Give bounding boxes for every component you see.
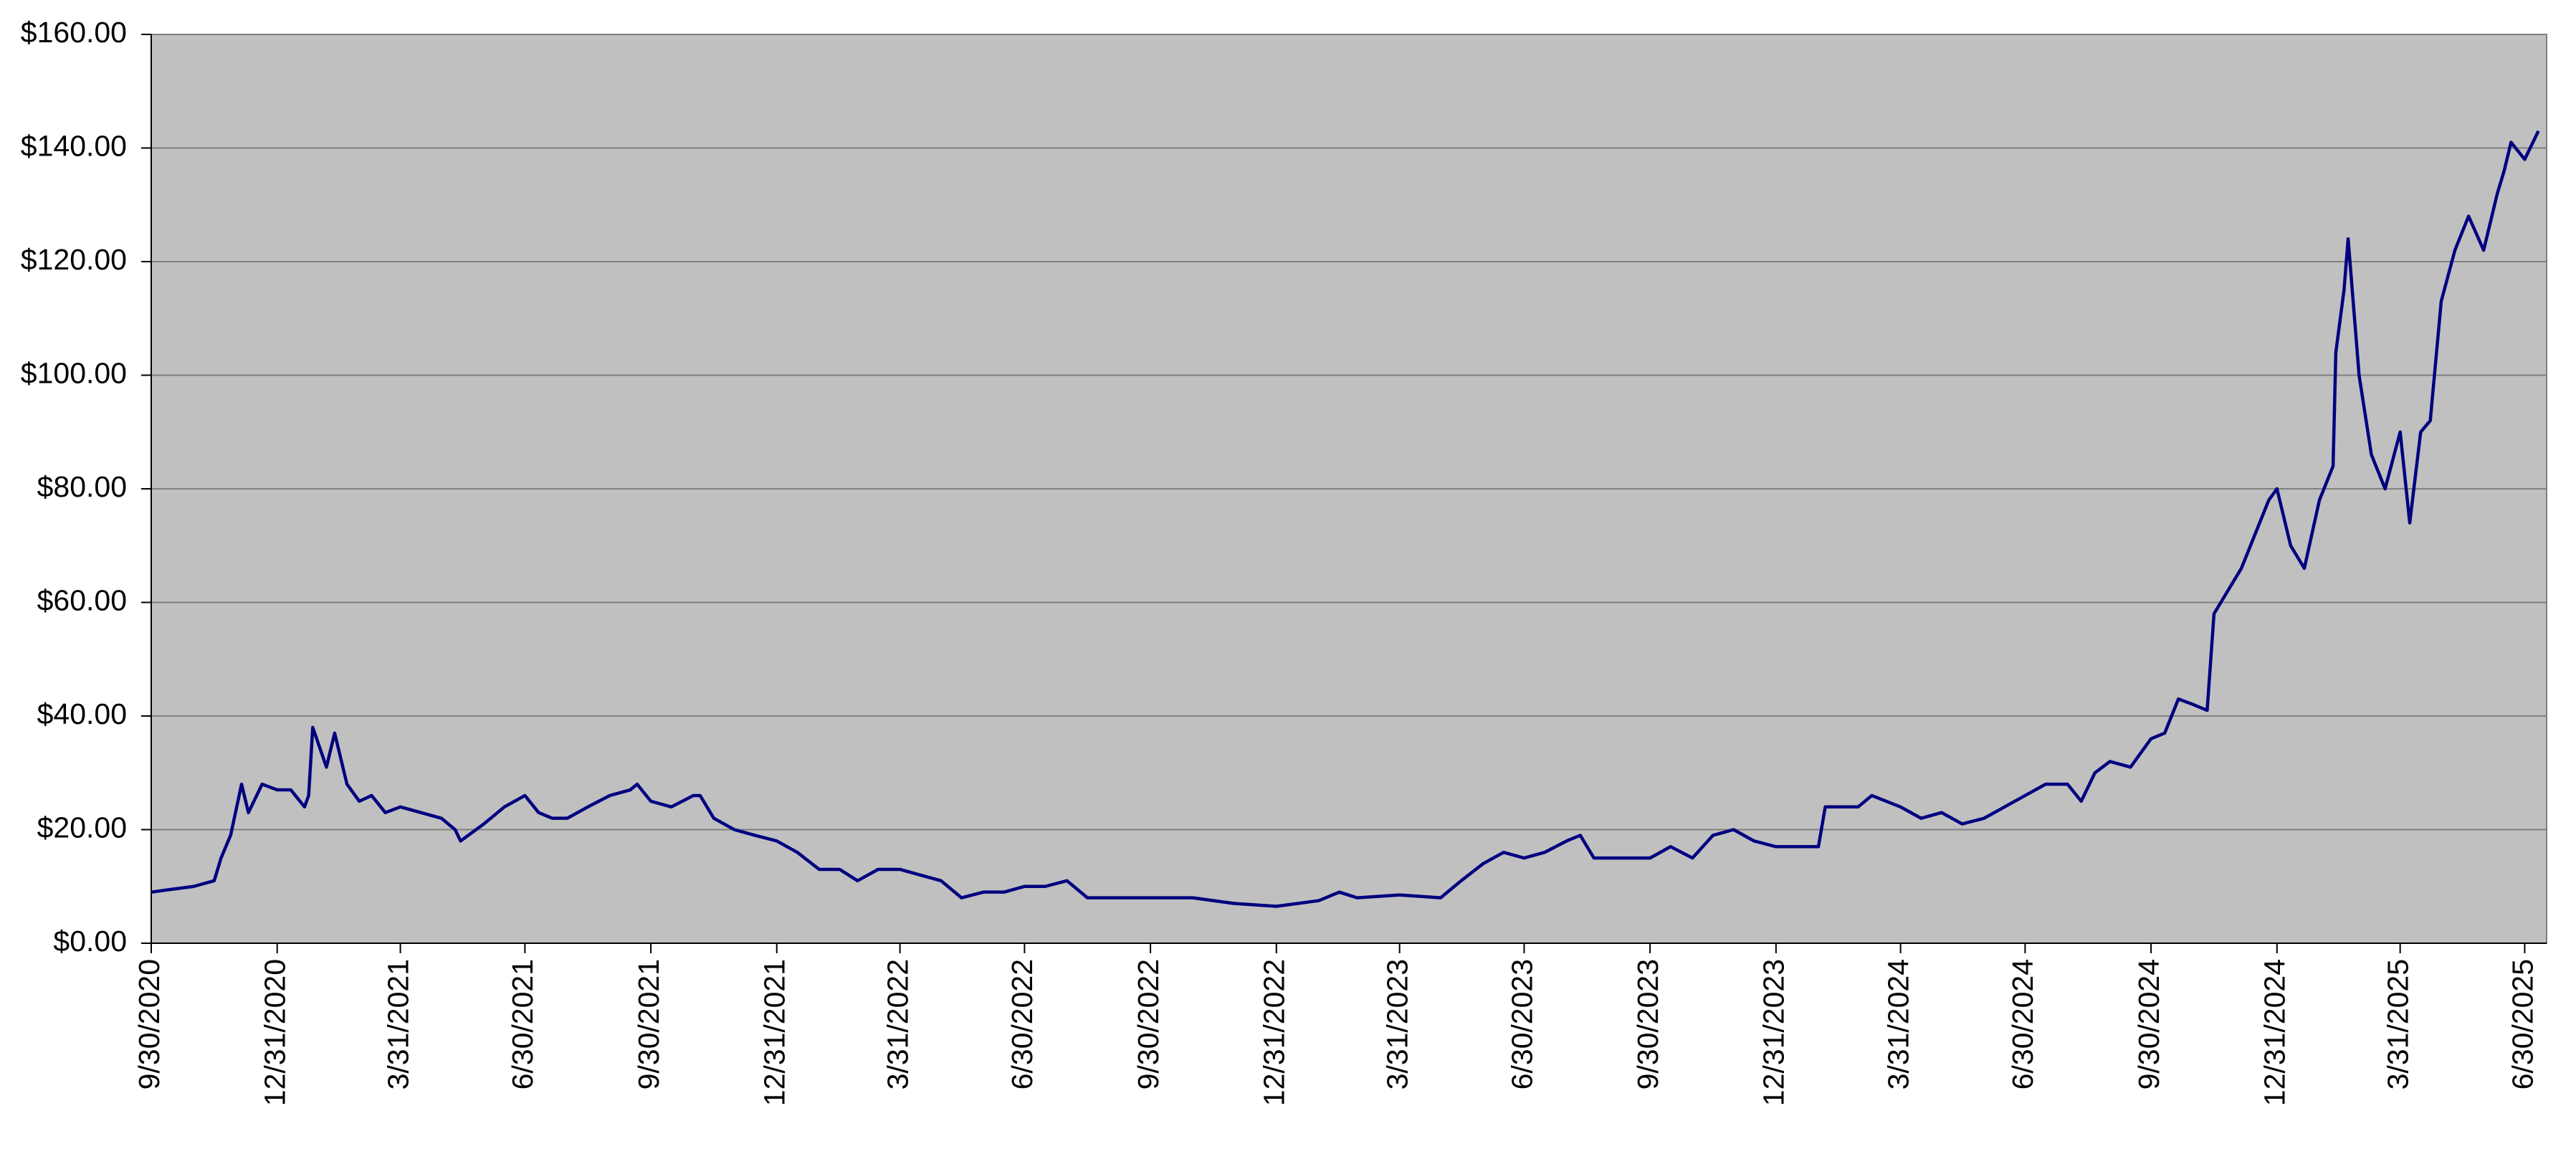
x-tick-label: 12/31/2020 [259, 959, 292, 1106]
y-tick-label: $160.00 [21, 16, 127, 49]
x-tick-label: 9/30/2024 [2132, 959, 2165, 1089]
x-tick-label: 9/30/2020 [133, 959, 166, 1089]
x-tick-label: 12/31/2023 [1757, 959, 1790, 1106]
x-tick-label: 3/31/2023 [1380, 959, 1413, 1089]
x-tick-label: 9/30/2021 [632, 959, 665, 1089]
y-tick-label: $60.00 [37, 583, 127, 616]
y-tick-label: $40.00 [37, 697, 127, 730]
x-tick-label: 3/31/2024 [1881, 959, 1914, 1089]
x-tick-label: 12/31/2022 [1258, 959, 1291, 1106]
x-tick-label: 3/31/2025 [2381, 959, 2414, 1089]
x-tick-label: 9/30/2023 [1631, 959, 1664, 1089]
y-tick-label: $120.00 [21, 243, 127, 276]
x-tick-label: 6/30/2023 [1505, 959, 1538, 1089]
x-tick-label: 12/31/2021 [758, 959, 791, 1106]
x-tick-label: 6/30/2025 [2506, 959, 2539, 1089]
x-tick-label: 9/30/2022 [1132, 959, 1165, 1089]
y-tick-label: $140.00 [21, 129, 127, 162]
x-tick-label: 3/31/2022 [881, 959, 914, 1089]
price-line [151, 130, 2540, 908]
y-tick-label: $20.00 [37, 811, 127, 844]
x-tick-label: 6/30/2021 [506, 959, 539, 1089]
x-tick-label: 3/31/2021 [381, 959, 414, 1089]
y-tick-label: $100.00 [21, 356, 127, 389]
x-tick-label: 6/30/2022 [1006, 959, 1039, 1089]
y-tick-label: $0.00 [53, 925, 127, 958]
x-tick-label: 6/30/2024 [2006, 959, 2039, 1089]
y-tick-label: $80.00 [37, 470, 127, 503]
x-tick-label: 12/31/2024 [2258, 959, 2291, 1106]
